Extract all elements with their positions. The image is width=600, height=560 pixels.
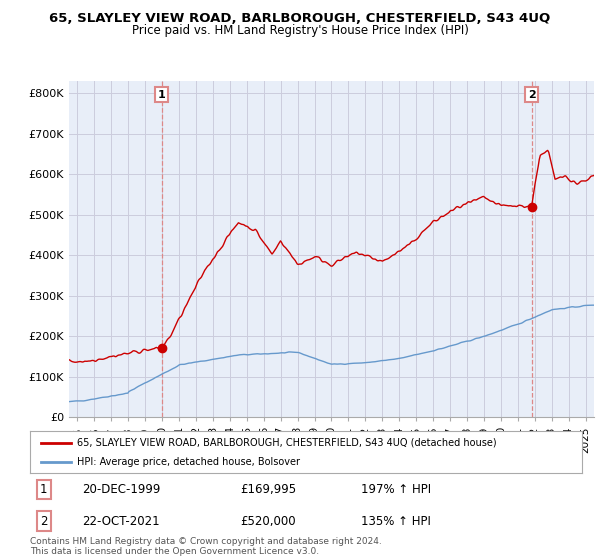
Text: 20-DEC-1999: 20-DEC-1999 (82, 483, 161, 496)
Text: £169,995: £169,995 (240, 483, 296, 496)
Text: 65, SLAYLEY VIEW ROAD, BARLBOROUGH, CHESTERFIELD, S43 4UQ: 65, SLAYLEY VIEW ROAD, BARLBOROUGH, CHES… (49, 12, 551, 25)
Text: 1: 1 (40, 483, 47, 496)
Text: HPI: Average price, detached house, Bolsover: HPI: Average price, detached house, Bols… (77, 457, 300, 467)
Text: 65, SLAYLEY VIEW ROAD, BARLBOROUGH, CHESTERFIELD, S43 4UQ (detached house): 65, SLAYLEY VIEW ROAD, BARLBOROUGH, CHES… (77, 437, 497, 447)
Text: Price paid vs. HM Land Registry's House Price Index (HPI): Price paid vs. HM Land Registry's House … (131, 24, 469, 37)
Text: 2: 2 (527, 90, 535, 100)
Text: 197% ↑ HPI: 197% ↑ HPI (361, 483, 431, 496)
Text: 1: 1 (158, 90, 166, 100)
Text: 135% ↑ HPI: 135% ↑ HPI (361, 515, 431, 528)
Text: This data is licensed under the Open Government Licence v3.0.: This data is licensed under the Open Gov… (30, 547, 319, 556)
Text: 22-OCT-2021: 22-OCT-2021 (82, 515, 160, 528)
Text: £520,000: £520,000 (240, 515, 295, 528)
Text: 2: 2 (40, 515, 47, 528)
Text: Contains HM Land Registry data © Crown copyright and database right 2024.: Contains HM Land Registry data © Crown c… (30, 537, 382, 546)
